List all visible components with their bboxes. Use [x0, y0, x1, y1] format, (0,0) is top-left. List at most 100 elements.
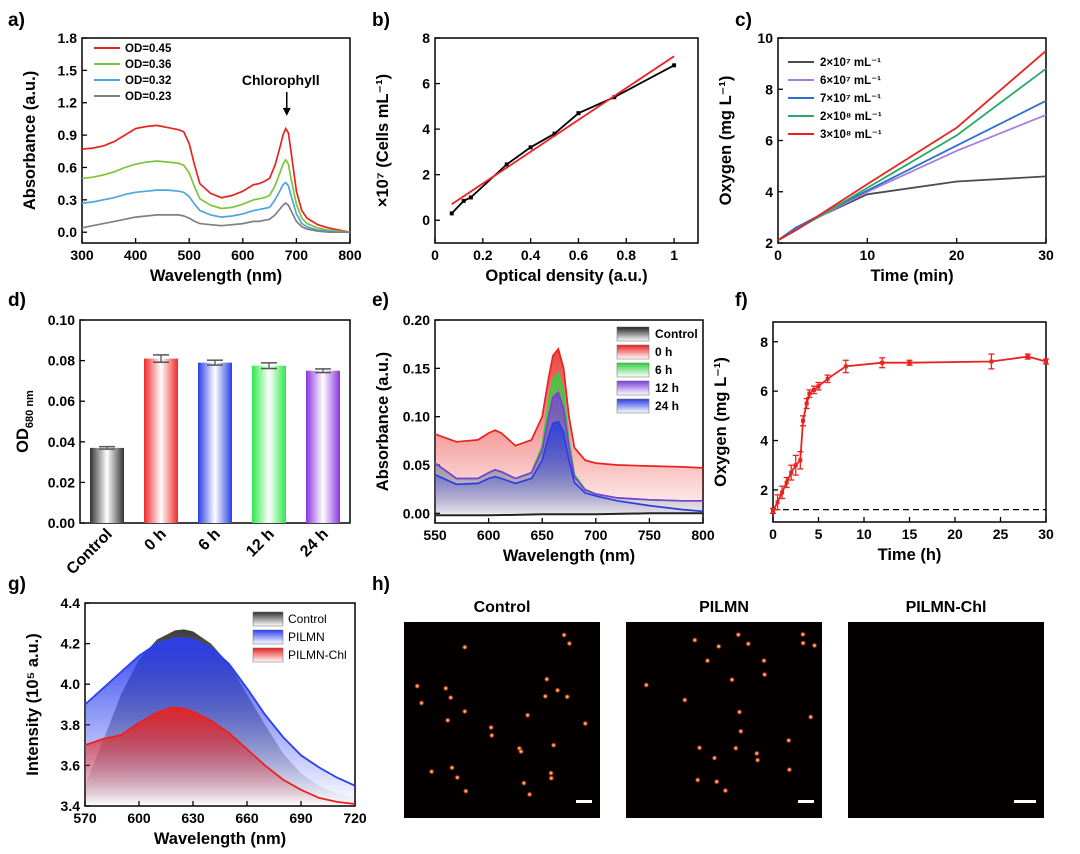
- y-tick-label: 1.5: [58, 62, 78, 78]
- scale-bar: [798, 800, 814, 803]
- fluorescent-dot: [461, 708, 468, 715]
- scale-bar-label: 5 μm: [1011, 783, 1039, 797]
- micrograph-title-2: PILMN-Chl: [906, 599, 987, 616]
- x-tick-label: 300: [70, 247, 94, 263]
- x-tick-label: 0.2: [473, 247, 493, 263]
- legend-label: OD=0.32: [125, 75, 171, 87]
- y-axis-label: Oxygen (mg L⁻¹): [717, 76, 735, 206]
- data-point: [612, 95, 617, 100]
- x-tick-label: 10: [860, 247, 876, 263]
- y-tick-label: 1.8: [58, 30, 78, 46]
- series-line-1: [777, 114, 1047, 242]
- x-tick-label: 700: [584, 527, 608, 543]
- category-label: 12 h: [243, 526, 278, 561]
- data-point: [504, 162, 509, 167]
- y-tick-label: 2: [765, 235, 773, 251]
- data-point: [989, 359, 994, 364]
- data-point: [816, 384, 821, 389]
- fluorescent-dot: [711, 754, 718, 762]
- legend-swatch: [252, 611, 284, 627]
- y-tick-label: 0.06: [48, 393, 75, 409]
- legend-swatch: [252, 629, 284, 645]
- x-tick-label: 400: [124, 247, 148, 263]
- series-line-control: [435, 512, 703, 517]
- panel-label-d: d): [8, 290, 26, 311]
- legend-label: PILMN: [288, 630, 325, 644]
- fluorescent-dot: [722, 787, 729, 794]
- fluorescent-dot: [488, 732, 495, 739]
- fluorescent-dot: [760, 657, 768, 664]
- y-tick-label: 0.10: [403, 409, 430, 425]
- chart-a-absorbance-od: 300 400 500 600 700 800 0.0 0.3 0.6 0.9 1.2 1.5 1.8 W…: [21, 30, 362, 285]
- plot-frame: [772, 321, 1047, 523]
- y-axis-label: Absorbance (a.u.): [21, 71, 39, 210]
- x-tick-label: 0: [431, 247, 439, 263]
- y-tick-label: 0.20: [403, 312, 430, 328]
- area-4: [435, 421, 703, 514]
- x-tick-label: 630: [181, 810, 205, 826]
- fluorescent-dot: [728, 676, 736, 683]
- data-point: [807, 391, 812, 396]
- y-tick-label: 0.02: [48, 474, 75, 490]
- y-tick-label: 0.3: [58, 192, 78, 208]
- fluorescent-dot: [428, 768, 435, 775]
- micrograph-title-0: Control: [474, 599, 531, 616]
- y-tick-label: 4.0: [61, 676, 81, 692]
- legend-swatch: [616, 362, 650, 378]
- data-point: [672, 63, 677, 68]
- fluorescent-dot: [418, 699, 425, 707]
- y-axis-label: Oxygen (mg L⁻¹): [712, 357, 730, 487]
- chart-e-absorbance-time: 550 600 650 700 750 800 0.00 0.05 0.10 0.15 0.20 Wa…: [374, 312, 715, 565]
- x-tick-label: 5: [815, 526, 823, 542]
- fluorescent-dot: [732, 745, 739, 752]
- fluorescent-dot: [548, 775, 555, 782]
- fluorescent-dot: [745, 640, 752, 647]
- series-line-2: [81, 181, 350, 234]
- panel-label-g: g): [8, 574, 26, 595]
- micrograph-panels: Control PILMN PILMN-Chl 5 μm: [404, 599, 1044, 818]
- x-tick-label: 720: [343, 810, 367, 826]
- y-tick-label: 8: [765, 81, 773, 97]
- y-tick-label: 2: [422, 167, 430, 183]
- y-tick-label: 4.2: [61, 636, 81, 652]
- y-tick-label: 0.6: [58, 159, 78, 175]
- y-tick-label: 8: [760, 334, 768, 350]
- series-line-1: [434, 347, 704, 469]
- scale-bar: [1014, 800, 1036, 803]
- category-label: 6 h: [195, 526, 223, 554]
- legend-label: OD=0.45: [125, 43, 172, 55]
- y-tick-label: 0.08: [48, 353, 75, 369]
- fluorescent-dot: [799, 639, 807, 647]
- x-tick-label: 15: [902, 526, 918, 542]
- x-tick-label: 25: [993, 526, 1009, 542]
- y-tick-label: 0.15: [403, 360, 430, 376]
- annotation-arrowhead: [282, 107, 291, 116]
- category-label: 0 h: [141, 526, 169, 554]
- y-tick-label: 8: [422, 30, 430, 46]
- y-tick-label: 4: [422, 121, 430, 137]
- y-tick-label: 6: [422, 76, 430, 92]
- y-axis-label: Intensity (10⁵ a.u.): [24, 633, 42, 776]
- fluorescent-dot: [691, 636, 698, 644]
- fluorescent-dot: [713, 778, 720, 785]
- x-tick-label: 570: [73, 810, 97, 826]
- x-tick-label: 600: [231, 247, 255, 263]
- fluorescent-dot: [461, 644, 468, 651]
- panel-label-b: b): [372, 10, 390, 31]
- x-tick-label: 690: [289, 810, 313, 826]
- y-tick-label: 1.2: [58, 95, 78, 111]
- x-tick-label: 20: [949, 247, 965, 263]
- x-tick-label: 650: [531, 527, 555, 543]
- legend-swatch: [616, 326, 650, 342]
- area-2: [85, 707, 355, 806]
- data-line: [451, 64, 675, 215]
- x-tick-label: 30: [1038, 247, 1054, 263]
- y-tick-label: 6: [765, 133, 773, 149]
- category-label: Control: [64, 526, 116, 578]
- panel-label-h: h): [372, 574, 390, 595]
- x-tick-label: 0.6: [569, 247, 589, 263]
- fluorescent-dot: [681, 696, 688, 704]
- panel-label-a: a): [8, 10, 25, 31]
- panel-label-c: c): [735, 10, 752, 31]
- fluorescent-dot: [487, 724, 495, 731]
